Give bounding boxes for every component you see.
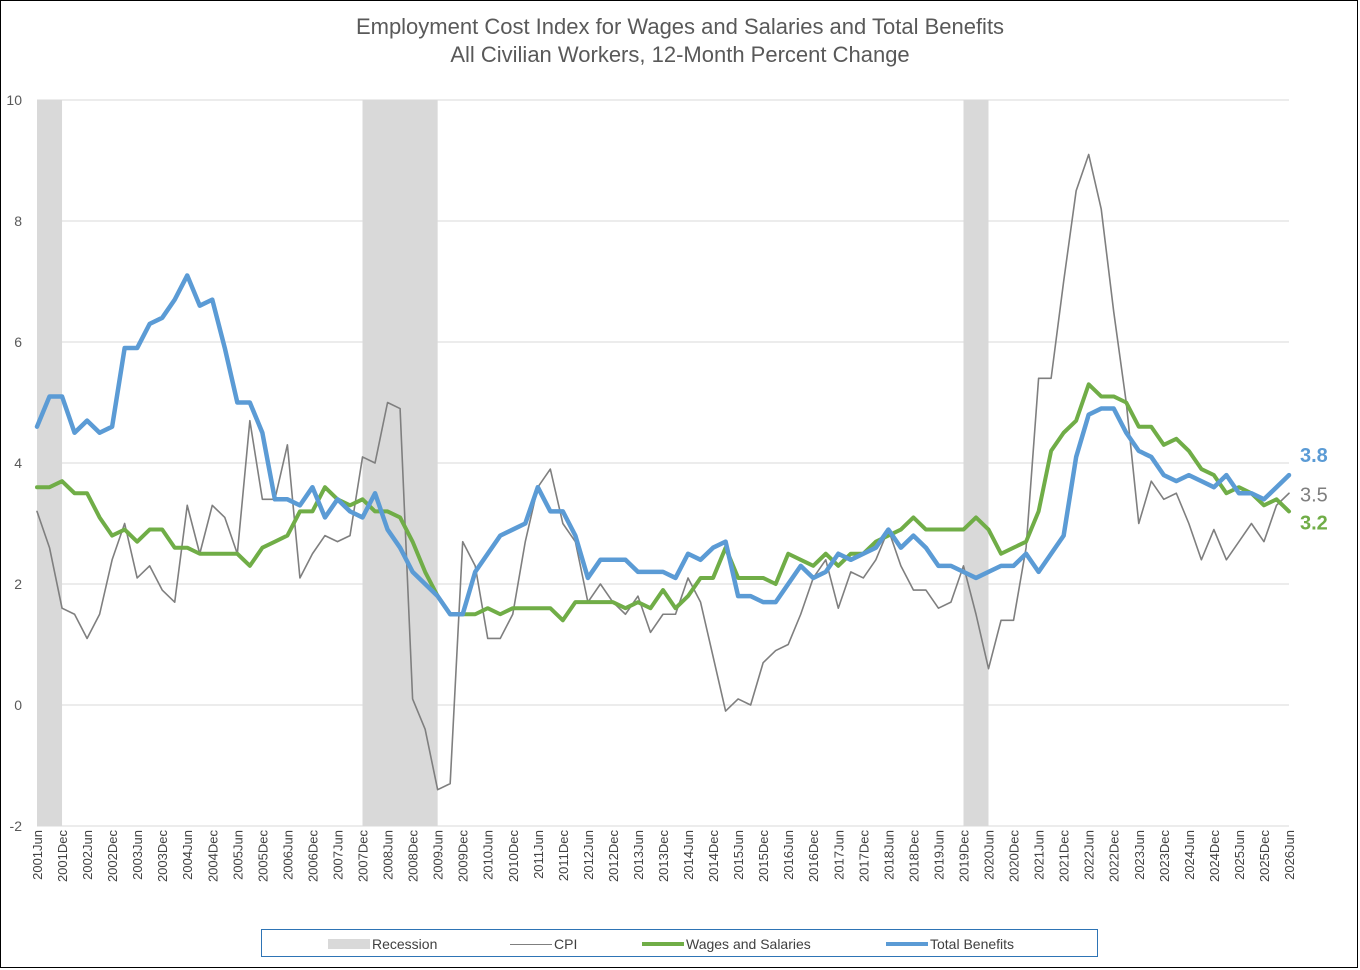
x-tick-label: 2003Jun xyxy=(130,830,145,880)
legend-item-wages: Wages and Salaries xyxy=(642,930,811,958)
cpi-swatch xyxy=(510,943,552,945)
x-tick-label: 2013Dec xyxy=(656,830,671,883)
benefits-swatch xyxy=(886,942,928,946)
recession-swatch xyxy=(328,939,370,949)
x-tick-label: 2016Dec xyxy=(806,830,821,883)
x-tick-label: 2006Jun xyxy=(280,830,295,880)
x-tick-label: 2005Jun xyxy=(230,830,245,880)
x-tick-label: 2014Jun xyxy=(681,830,696,880)
x-tick-label: 2007Jun xyxy=(330,830,345,880)
x-tick-label: 2007Dec xyxy=(356,830,371,883)
y-tick-label: 10 xyxy=(6,92,22,108)
legend-label-cpi: CPI xyxy=(554,936,578,952)
x-tick-label: 2023Jun xyxy=(1132,830,1147,880)
x-tick-label: 2021Jun xyxy=(1032,830,1047,880)
x-tick-label: 2025Dec xyxy=(1257,830,1272,883)
x-tick-label: 2014Dec xyxy=(706,830,721,883)
x-tick-label: 2015Jun xyxy=(731,830,746,880)
wages-swatch xyxy=(642,942,684,946)
x-tick-label: 2021Dec xyxy=(1057,830,1072,883)
x-tick-label: 2008Jun xyxy=(381,830,396,880)
x-tick-label: 2012Dec xyxy=(606,830,621,883)
x-tick-label: 2009Dec xyxy=(456,830,471,883)
chart-subtitle: All Civilian Workers, 12-Month Percent C… xyxy=(450,42,910,67)
legend-label-benefits: Total Benefits xyxy=(930,936,1015,952)
x-tick-label: 2017Dec xyxy=(856,830,871,883)
x-tick-label: 2024Jun xyxy=(1182,830,1197,880)
y-tick-label: 4 xyxy=(14,455,22,471)
benefits-line xyxy=(34,273,1292,617)
x-tick-label: 2008Dec xyxy=(406,830,421,883)
x-tick-label: 2020Jun xyxy=(982,830,997,880)
x-tick-label: 2005Dec xyxy=(255,830,270,883)
x-tick-label: 2009Jun xyxy=(431,830,446,880)
chart-title: Employment Cost Index for Wages and Sala… xyxy=(355,14,1005,39)
x-tick-label: 2001Jun xyxy=(30,830,45,880)
x-tick-label: 2013Jun xyxy=(631,830,646,880)
x-tick-label: 2001Dec xyxy=(55,830,70,883)
legend-item-cpi: CPI xyxy=(510,930,577,958)
legend-label-recession: Recession xyxy=(372,936,438,952)
x-tick-label: 2022Jun xyxy=(1082,830,1097,880)
y-tick-label: -2 xyxy=(10,818,23,834)
y-tick-label: 0 xyxy=(14,697,22,713)
x-tick-label: 2011Jun xyxy=(531,830,546,879)
x-tick-label: 2026Jun xyxy=(1282,830,1297,880)
legend-item-benefits: Total Benefits xyxy=(886,930,1014,958)
end-value-label: 3.5 xyxy=(1300,484,1328,506)
x-tick-label: 2012Jun xyxy=(581,830,596,880)
x-tick-label: 2016Jun xyxy=(781,830,796,880)
x-tick-label: 2024Dec xyxy=(1207,830,1222,883)
cpi-line xyxy=(36,153,1290,791)
x-tick-label: 2019Dec xyxy=(956,830,971,883)
end-value-label: 3.2 xyxy=(1300,512,1328,534)
wages-line xyxy=(35,382,1291,623)
legend-item-recession: Recession xyxy=(328,930,437,958)
x-tick-label: 2004Dec xyxy=(205,830,220,883)
x-tick-label: 2020Dec xyxy=(1007,830,1022,883)
x-tick-label: 2011Dec xyxy=(556,830,571,882)
x-tick-label: 2023Dec xyxy=(1157,830,1172,883)
y-tick-label: 2 xyxy=(14,576,22,592)
x-tick-label: 2003Dec xyxy=(155,830,170,883)
x-tick-label: 2010Dec xyxy=(506,830,521,883)
x-tick-label: 2010Jun xyxy=(481,830,496,880)
x-tick-label: 2019Jun xyxy=(931,830,946,880)
x-tick-label: 2018Jun xyxy=(881,830,896,880)
x-tick-label: 2004Jun xyxy=(180,830,195,880)
legend: Recession CPI Wages and Salaries Total B… xyxy=(261,929,1098,957)
x-tick-label: 2002Dec xyxy=(105,830,120,883)
legend-label-wages: Wages and Salaries xyxy=(686,936,811,952)
x-tick-label: 2002Jun xyxy=(80,830,95,880)
x-tick-label: 2018Dec xyxy=(906,830,921,883)
x-tick-label: 2006Dec xyxy=(305,830,320,883)
x-tick-label: 2017Jun xyxy=(831,830,846,880)
y-tick-label: 6 xyxy=(14,334,22,350)
x-tick-label: 2025Jun xyxy=(1232,830,1247,880)
chart-title-block: Employment Cost Index for Wages and Sala… xyxy=(0,13,1360,69)
x-tick-label: 2015Dec xyxy=(756,830,771,883)
end-value-label: 3.8 xyxy=(1300,445,1328,467)
x-tick-label: 2022Dec xyxy=(1107,830,1122,883)
y-tick-label: 8 xyxy=(14,213,22,229)
